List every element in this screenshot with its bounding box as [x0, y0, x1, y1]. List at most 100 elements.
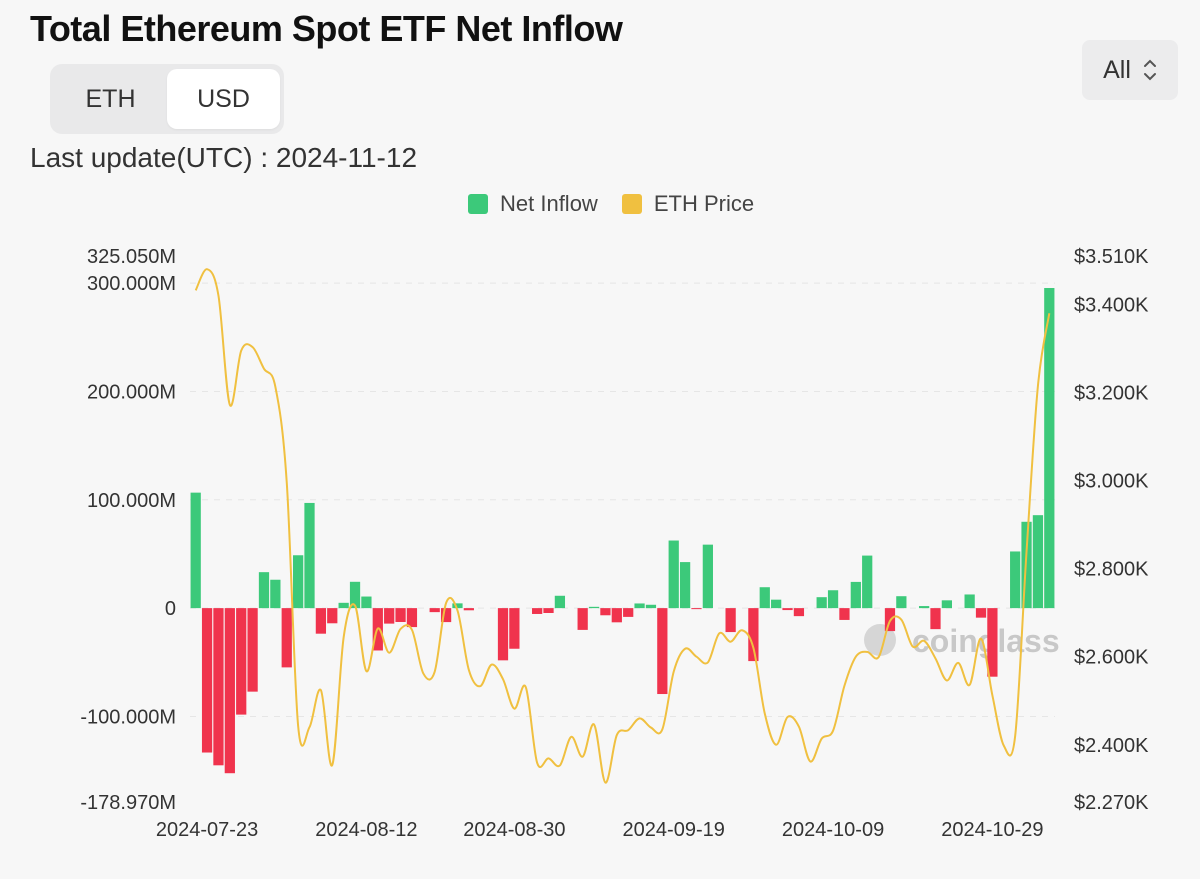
- net-inflow-bar[interactable]: [634, 603, 645, 609]
- net-inflow-bar[interactable]: [429, 608, 440, 613]
- chevron-updown-icon: [1143, 59, 1156, 81]
- chart-legend: Net Inflow ETH Price: [468, 191, 754, 217]
- net-inflow-bar[interactable]: [327, 608, 338, 624]
- net-inflow-bar[interactable]: [497, 608, 509, 661]
- net-inflow-bar[interactable]: [440, 608, 452, 623]
- net-inflow-bar[interactable]: [725, 608, 736, 633]
- y-left-tick-label: 200.000M: [87, 381, 176, 403]
- net-inflow-bar[interactable]: [964, 594, 975, 609]
- net-inflow-bar[interactable]: [190, 492, 201, 609]
- y-right-tick-label: $3.000K: [1074, 471, 1149, 493]
- x-tick-label: 2024-08-30: [463, 819, 565, 841]
- net-inflow-bar[interactable]: [463, 608, 474, 611]
- y-right-tick-label: $2.400K: [1074, 735, 1149, 757]
- net-inflow-bar[interactable]: [1032, 515, 1044, 609]
- net-inflow-bar[interactable]: [816, 597, 827, 609]
- net-inflow-bar[interactable]: [577, 608, 588, 630]
- page-title: Total Ethereum Spot ETF Net Inflow: [30, 8, 623, 49]
- x-tick-label: 2024-08-12: [315, 819, 417, 841]
- net-inflow-bar[interactable]: [862, 555, 873, 609]
- usd-toggle-button[interactable]: USD: [167, 69, 280, 129]
- net-inflow-bar[interactable]: [782, 608, 793, 611]
- y-left-tick-label: 325.050M: [87, 246, 176, 268]
- net-inflow-bar[interactable]: [702, 544, 713, 609]
- net-inflow-bar[interactable]: [224, 608, 235, 774]
- y-left-tick-label: 100.000M: [87, 490, 176, 512]
- net-inflow-bar[interactable]: [281, 608, 292, 668]
- net-inflow-bar[interactable]: [759, 587, 770, 609]
- net-inflow-bar[interactable]: [213, 608, 224, 766]
- eth-price-swatch: [621, 194, 642, 214]
- y-left-tick-label: -178.970M: [80, 792, 176, 814]
- y-right-tick-label: $3.400K: [1074, 294, 1149, 316]
- legend-item-eth-price[interactable]: ETH Price: [621, 191, 755, 217]
- x-tick-label: 2024-09-19: [623, 819, 725, 841]
- eth-toggle-button[interactable]: ETH: [85, 84, 136, 113]
- net-inflow-bar[interactable]: [270, 579, 281, 609]
- net-inflow-bar[interactable]: [315, 608, 327, 634]
- net-inflow-bar[interactable]: [975, 608, 987, 618]
- y-right-tick-label: $2.600K: [1074, 647, 1149, 669]
- net-inflow-bar[interactable]: [918, 606, 930, 609]
- y-right-tick-label: $2.800K: [1074, 559, 1149, 581]
- net-inflow-bar[interactable]: [247, 608, 258, 692]
- net-inflow-bar[interactable]: [657, 608, 668, 695]
- net-inflow-swatch: [468, 194, 488, 214]
- legend-label-eth-price: ETH Price: [653, 191, 755, 216]
- y-right-tick-label: $3.200K: [1074, 383, 1149, 405]
- net-inflow-bar[interactable]: [1044, 288, 1055, 609]
- net-inflow-bar[interactable]: [645, 604, 657, 609]
- net-inflow-bar[interactable]: [406, 608, 418, 628]
- legend-label-net-inflow: Net Inflow: [500, 191, 598, 216]
- x-tick-label: 2024-10-09: [782, 819, 884, 841]
- net-inflow-bar[interactable]: [850, 581, 861, 609]
- y-left-tick-label: -100.000M: [80, 706, 176, 728]
- net-inflow-bar[interactable]: [361, 596, 372, 609]
- net-inflow-bar[interactable]: [304, 502, 315, 609]
- net-inflow-bar[interactable]: [338, 602, 349, 609]
- net-inflow-bar[interactable]: [1010, 551, 1021, 609]
- y-right-tick-label: $3.510K: [1074, 246, 1149, 268]
- net-inflow-bar[interactable]: [293, 555, 304, 609]
- net-inflow-bar[interactable]: [611, 608, 622, 623]
- net-inflow-bar[interactable]: [532, 608, 543, 614]
- net-inflow-bar[interactable]: [236, 608, 247, 715]
- net-inflow-bar[interactable]: [793, 608, 805, 617]
- net-inflow-bar[interactable]: [395, 608, 406, 622]
- net-inflow-bar[interactable]: [941, 600, 952, 609]
- net-inflow-bar[interactable]: [987, 608, 998, 677]
- legend-item-net-inflow[interactable]: Net Inflow: [468, 191, 598, 217]
- net-inflow-bar[interactable]: [827, 590, 839, 609]
- x-tick-label: 2024-10-29: [941, 819, 1043, 841]
- net-inflow-bar[interactable]: [509, 608, 520, 649]
- y-right-tick-label: $2.270K: [1074, 792, 1149, 814]
- range-select-value: All: [1103, 55, 1131, 84]
- net-inflow-bar[interactable]: [554, 595, 566, 609]
- net-inflow-bar[interactable]: [930, 608, 941, 630]
- currency-toggle: ETH USD: [50, 64, 284, 134]
- eth-price-line[interactable]: [194, 268, 1051, 784]
- watermark-logo-icon: [864, 624, 896, 656]
- net-inflow-bar[interactable]: [668, 540, 679, 609]
- net-inflow-bar[interactable]: [543, 608, 554, 613]
- y-left-tick-label: 300.000M: [87, 273, 176, 295]
- net-inflow-bar[interactable]: [691, 608, 702, 610]
- range-select[interactable]: All: [1082, 40, 1178, 100]
- net-inflow-bar[interactable]: [771, 599, 782, 609]
- net-inflow-bar[interactable]: [201, 608, 213, 753]
- net-inflow-bar[interactable]: [452, 603, 463, 609]
- net-inflow-bar[interactable]: [384, 608, 395, 624]
- net-inflow-bar[interactable]: [600, 608, 611, 616]
- net-inflow-bar[interactable]: [839, 608, 850, 620]
- net-inflow-bar[interactable]: [349, 581, 361, 609]
- net-inflow-bar[interactable]: [623, 608, 634, 617]
- net-inflow-bar[interactable]: [258, 572, 270, 609]
- net-inflow-bar[interactable]: [588, 606, 600, 609]
- y-left-tick-label: 0: [165, 598, 176, 620]
- net-inflow-bar[interactable]: [748, 608, 759, 662]
- net-inflow-bar[interactable]: [679, 562, 691, 609]
- last-update-text: Last update(UTC) : 2024-11-12: [30, 142, 418, 173]
- net-inflow-bar[interactable]: [896, 596, 907, 609]
- x-tick-label: 2024-07-23: [156, 819, 258, 841]
